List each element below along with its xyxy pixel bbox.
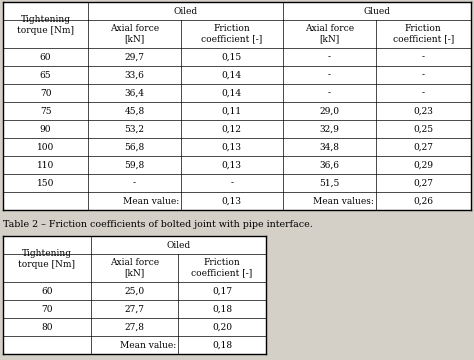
Text: 0,23: 0,23 [413,107,433,116]
Text: Oiled: Oiled [173,6,198,15]
Text: 29,0: 29,0 [319,107,339,116]
Text: 0,14: 0,14 [222,71,242,80]
Text: 0,13: 0,13 [222,197,242,206]
Text: 36,4: 36,4 [125,89,145,98]
Text: 90: 90 [40,125,51,134]
Text: 65: 65 [40,71,51,80]
Text: 53,2: 53,2 [125,125,145,134]
Text: 80: 80 [41,323,53,332]
Text: -: - [230,179,233,188]
Text: 36,6: 36,6 [319,161,339,170]
Text: 150: 150 [37,179,55,188]
Text: Tightening
torque [Nm]: Tightening torque [Nm] [18,249,75,269]
Text: 60: 60 [40,53,51,62]
Text: Mean value:: Mean value: [123,197,179,206]
Text: Friction
coefficient [-]: Friction coefficient [-] [191,258,253,278]
Text: 70: 70 [41,305,53,314]
Text: 0,25: 0,25 [413,125,433,134]
Text: Axial force
[kN]: Axial force [kN] [110,24,159,44]
Text: 0,18: 0,18 [212,305,232,314]
Text: -: - [422,71,425,80]
Text: 27,8: 27,8 [124,323,145,332]
Text: 110: 110 [37,161,54,170]
Text: Tightening
torque [Nm]: Tightening torque [Nm] [17,15,74,35]
Text: Mean values:: Mean values: [313,197,374,206]
Text: 34,8: 34,8 [319,143,339,152]
Text: Mean value:: Mean value: [120,341,176,350]
Text: -: - [328,89,331,98]
Text: -: - [422,53,425,62]
Text: 0,13: 0,13 [222,161,242,170]
Text: 0,29: 0,29 [413,161,433,170]
Text: -: - [328,53,331,62]
Text: 0,20: 0,20 [212,323,232,332]
Text: 75: 75 [40,107,51,116]
Text: 0,27: 0,27 [413,143,433,152]
Text: -: - [133,179,136,188]
Text: 0,13: 0,13 [222,143,242,152]
Text: 56,8: 56,8 [124,143,145,152]
Text: 100: 100 [37,143,54,152]
Text: 0,17: 0,17 [212,287,232,296]
Text: 45,8: 45,8 [124,107,145,116]
Text: 0,27: 0,27 [413,179,433,188]
Text: Oiled: Oiled [166,240,191,249]
Text: -: - [328,71,331,80]
Text: 70: 70 [40,89,51,98]
Text: Table 2 – Friction coefficients of bolted joint with pipe interface.: Table 2 – Friction coefficients of bolte… [3,220,313,229]
Text: 32,9: 32,9 [319,125,339,134]
Text: 33,6: 33,6 [125,71,145,80]
Text: 27,7: 27,7 [124,305,145,314]
Text: Glued: Glued [364,6,391,15]
Text: Axial force
[kN]: Axial force [kN] [110,258,159,278]
Text: 60: 60 [41,287,53,296]
Text: Friction
coefficient [-]: Friction coefficient [-] [201,24,263,44]
Text: 0,14: 0,14 [222,89,242,98]
Text: 0,15: 0,15 [222,53,242,62]
Text: 25,0: 25,0 [124,287,145,296]
Text: 0,18: 0,18 [212,341,232,350]
Text: 59,8: 59,8 [124,161,145,170]
Bar [3,2,471,210]
Bar [3,236,266,354]
Text: 51,5: 51,5 [319,179,339,188]
Text: Friction
coefficient [-]: Friction coefficient [-] [392,24,454,44]
Text: 0,12: 0,12 [222,125,242,134]
Text: 29,7: 29,7 [125,53,145,62]
Text: 0,26: 0,26 [413,197,433,206]
Text: Axial force
[kN]: Axial force [kN] [305,24,354,44]
Text: -: - [422,89,425,98]
Text: 0,11: 0,11 [222,107,242,116]
